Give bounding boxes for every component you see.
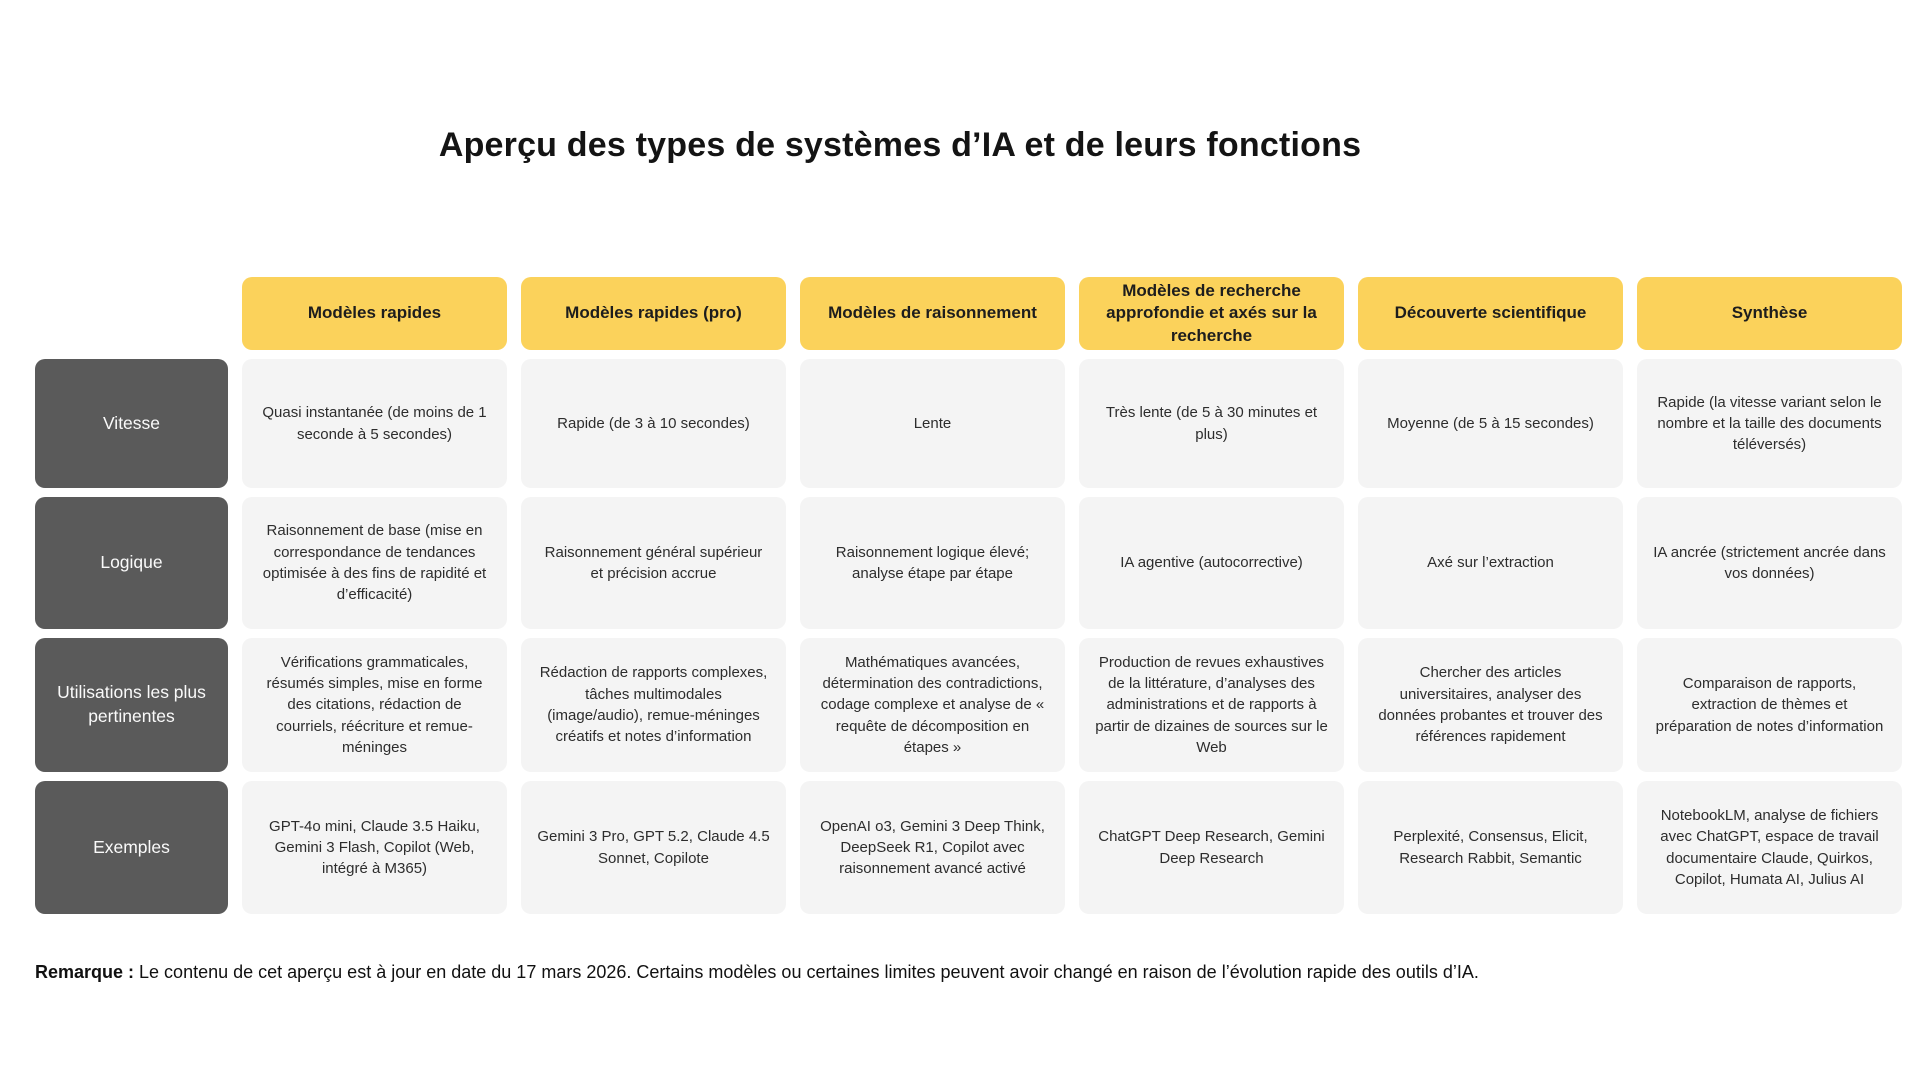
row-header-utilisations: Utilisations les plus pertinentes (35, 638, 228, 772)
table-cell-utilisations-c4: Production de revues exhaustives de la l… (1079, 638, 1344, 772)
table-cell-logique-c2: Raisonnement général supérieur et précis… (521, 497, 786, 629)
column-header-synthese: Synthèse (1637, 277, 1902, 350)
table-cell-vitesse-c2: Rapide (de 3 à 10 secondes) (521, 359, 786, 488)
table-cell-logique-c4: IA agentive (autocorrective) (1079, 497, 1344, 629)
table-cell-exemples-c2: Gemini 3 Pro, GPT 5.2, Claude 4.5 Sonnet… (521, 781, 786, 914)
table-cell-vitesse-c4: Très lente (de 5 à 30 minutes et plus) (1079, 359, 1344, 488)
footnote-label: Remarque : (35, 962, 135, 982)
table-cell-exemples-c4: ChatGPT Deep Research, Gemini Deep Resea… (1079, 781, 1344, 914)
row-header-vitesse: Vitesse (35, 359, 228, 488)
table-cell-vitesse-c1: Quasi instantanée (de moins de 1 seconde… (242, 359, 507, 488)
row-header-exemples: Exemples (35, 781, 228, 914)
table-cell-exemples-c5: Perplexité, Consensus, Elicit, Research … (1358, 781, 1623, 914)
footnote: Remarque : Le contenu de cet aperçu est … (35, 962, 1479, 983)
column-header-modeles-rapides: Modèles rapides (242, 277, 507, 350)
table-cell-utilisations-c3: Mathématiques avancées, détermination de… (800, 638, 1065, 772)
table-cell-utilisations-c2: Rédaction de rapports complexes, tâches … (521, 638, 786, 772)
table-cell-vitesse-c5: Moyenne (de 5 à 15 secondes) (1358, 359, 1623, 488)
page-title: Aperçu des types de systèmes d’IA et de … (438, 126, 1362, 164)
column-header-modeles-rapides-pro: Modèles rapides (pro) (521, 277, 786, 350)
table-cell-utilisations-c6: Comparaison de rapports, extraction de t… (1637, 638, 1902, 772)
row-header-logique: Logique (35, 497, 228, 629)
column-header-recherche-approfondie: Modèles de recherche approfondie et axés… (1079, 277, 1344, 350)
table-cell-exemples-c3: OpenAI o3, Gemini 3 Deep Think, DeepSeek… (800, 781, 1065, 914)
comparison-table: Modèles rapides Modèles rapides (pro) Mo… (35, 277, 1902, 914)
column-header-modeles-raisonnement: Modèles de raisonnement (800, 277, 1065, 350)
table-cell-logique-c3: Raisonnement logique élevé; analyse étap… (800, 497, 1065, 629)
table-cell-logique-c6: IA ancrée (strictement ancrée dans vos d… (1637, 497, 1902, 629)
table-cell-utilisations-c5: Chercher des articles universitaires, an… (1358, 638, 1623, 772)
table-cell-vitesse-c3: Lente (800, 359, 1065, 488)
column-header-decouverte-scientifique: Découverte scientifique (1358, 277, 1623, 350)
table-cell-logique-c1: Raisonnement de base (mise en correspond… (242, 497, 507, 629)
table-cell-logique-c5: Axé sur l’extraction (1358, 497, 1623, 629)
table-cell-exemples-c1: GPT-4o mini, Claude 3.5 Haiku, Gemini 3 … (242, 781, 507, 914)
corner-spacer (35, 277, 228, 350)
footnote-text: Le contenu de cet aperçu est à jour en d… (134, 962, 1479, 982)
table-cell-exemples-c6: NotebookLM, analyse de fichiers avec Cha… (1637, 781, 1902, 914)
table-cell-utilisations-c1: Vérifications grammaticales, résumés sim… (242, 638, 507, 772)
table-cell-vitesse-c6: Rapide (la vitesse variant selon le nomb… (1637, 359, 1902, 488)
